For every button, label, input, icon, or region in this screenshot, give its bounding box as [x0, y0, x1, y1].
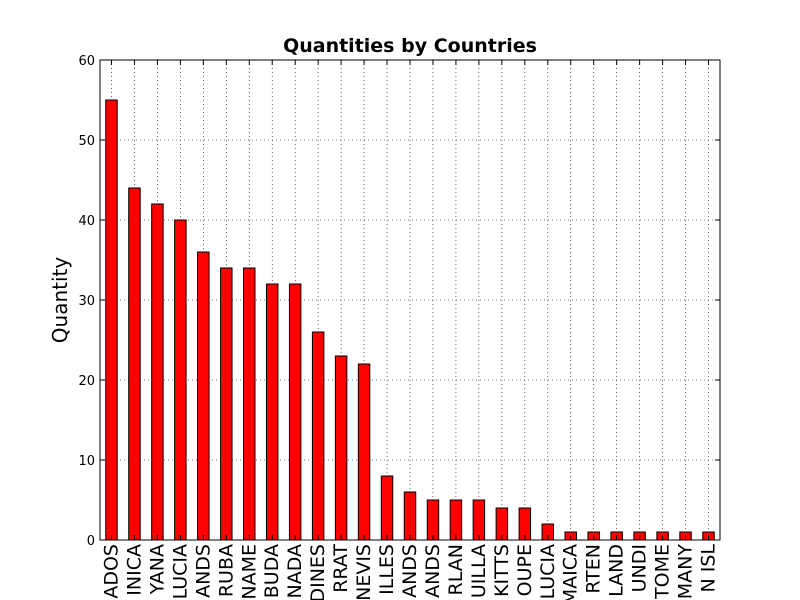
x-tick-label: ANDS: [192, 544, 214, 598]
bar: [105, 99, 118, 541]
x-tick-label: NEVIS: [353, 544, 375, 600]
bar: [426, 499, 440, 541]
bar: [449, 499, 463, 541]
x-tick-label: BUDA: [261, 544, 283, 598]
x-tick-label: NADA: [284, 544, 306, 599]
x-tick-label: ILLES: [376, 544, 398, 595]
x-tick-label: RLAN: [445, 544, 467, 595]
x-tick-label: DINES: [307, 544, 329, 600]
bar: [403, 491, 417, 541]
x-tick-label: RUBA: [215, 544, 237, 597]
plot-frame: [99, 59, 721, 541]
bar: [128, 187, 141, 541]
x-tick-label: MANY: [675, 544, 697, 600]
chart-title: Quantities by Countries: [283, 35, 537, 57]
bar: [265, 283, 279, 541]
bar: [380, 475, 394, 541]
bar: [311, 331, 325, 541]
x-tick-label: LAND: [606, 544, 628, 597]
x-tick-label: NAME: [238, 544, 260, 600]
x-tick-label: UNDI: [629, 544, 651, 592]
x-tick-label: ANDS: [399, 544, 421, 598]
bar: [472, 499, 486, 541]
x-tick-label: MAICA: [560, 544, 582, 600]
bar: [288, 283, 302, 541]
y-tick-label: 30: [78, 294, 95, 309]
bar: [357, 363, 371, 541]
y-tick-label: 0: [87, 534, 95, 549]
x-tick-label: YANA: [146, 544, 168, 595]
bar: [334, 355, 348, 541]
x-tick-label: UILLA: [468, 544, 490, 598]
y-tick-label: 20: [78, 374, 95, 389]
y-axis-label: Quantity: [48, 257, 72, 344]
bar: [151, 203, 164, 541]
x-tick-labels: ADOS INICA YANA LUCIA ANDS RUBA NAME BUDA NADA DI…: [100, 60, 720, 600]
x-tick-label: LUCIA: [169, 544, 191, 599]
x-tick-label: RTEN: [583, 544, 605, 594]
x-tick-label: RRAT: [330, 544, 352, 593]
x-tick-label: LUCIA: [537, 544, 559, 599]
y-tick-label: 40: [78, 214, 95, 229]
x-tick-label: OUPE: [514, 544, 536, 596]
x-tick-label: ADOS: [100, 544, 122, 599]
y-tick-label: 10: [78, 454, 95, 469]
bar: [220, 267, 233, 541]
x-tick-label: ANDS: [422, 544, 444, 598]
x-tick-label: KITTS: [491, 544, 513, 597]
y-tick-label: 50: [78, 134, 95, 149]
bar: [197, 251, 210, 541]
grid-lines: [100, 60, 720, 540]
bar: [174, 219, 187, 541]
bar: [243, 267, 256, 541]
bars: [105, 99, 715, 541]
x-tick-label: INICA: [123, 544, 145, 596]
y-tick-label: 60: [78, 54, 95, 69]
x-tick-label: N ISL: [698, 544, 720, 593]
x-tick-label: TOME: [652, 544, 674, 600]
